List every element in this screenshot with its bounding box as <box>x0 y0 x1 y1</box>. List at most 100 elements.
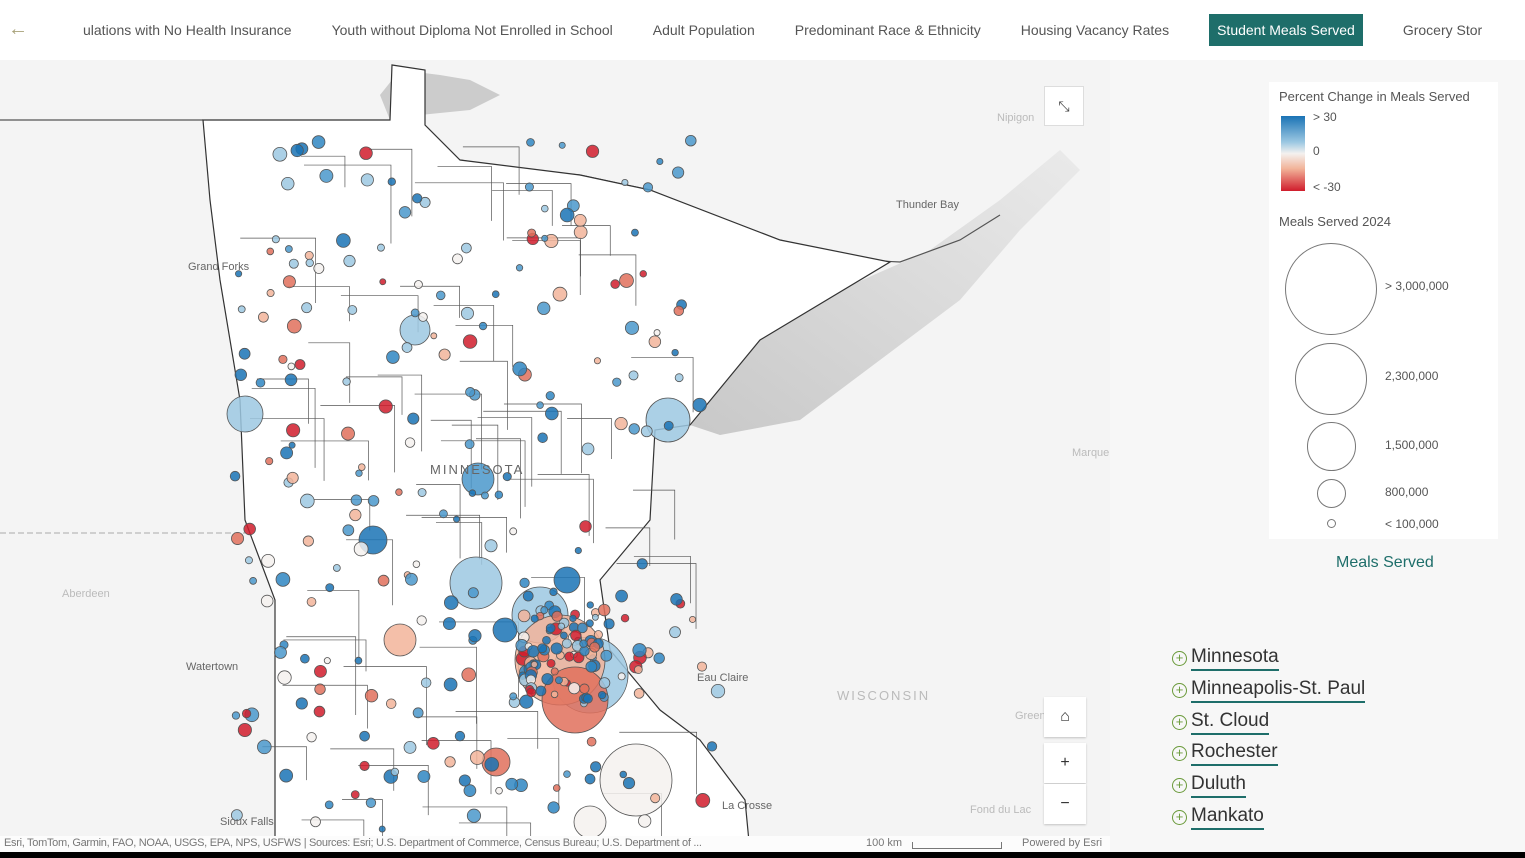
meal-site-marker[interactable] <box>573 805 607 836</box>
meal-site-marker[interactable] <box>624 320 640 335</box>
meal-site-marker[interactable] <box>545 391 555 401</box>
meal-site-marker[interactable] <box>581 442 595 456</box>
meal-site-marker[interactable] <box>231 532 245 545</box>
meal-site-marker[interactable] <box>706 741 718 752</box>
meal-site-marker[interactable] <box>359 760 370 771</box>
meal-site-marker[interactable] <box>468 629 482 643</box>
meal-site-marker[interactable] <box>537 643 548 654</box>
meal-site-marker[interactable] <box>341 426 355 441</box>
meal-site-marker[interactable] <box>517 609 531 623</box>
meal-site-marker[interactable] <box>364 689 379 703</box>
meal-site-marker[interactable] <box>656 157 664 166</box>
meal-site-marker[interactable] <box>443 595 459 610</box>
meal-site-marker[interactable] <box>559 207 575 223</box>
meal-site-marker[interactable] <box>282 275 296 289</box>
meal-site-marker[interactable] <box>697 661 708 672</box>
meal-site-marker[interactable] <box>442 617 456 631</box>
meal-site-marker[interactable] <box>412 193 423 204</box>
meal-site-marker[interactable] <box>573 225 588 240</box>
meal-site-marker[interactable] <box>314 683 326 695</box>
meal-site-marker[interactable] <box>449 556 503 610</box>
meal-site-marker[interactable] <box>585 619 594 628</box>
meal-site-marker[interactable] <box>550 667 559 676</box>
meal-site-marker[interactable] <box>353 541 369 557</box>
meal-site-marker[interactable] <box>355 469 363 477</box>
meal-site-marker[interactable] <box>689 615 697 623</box>
meal-site-marker[interactable] <box>279 768 294 783</box>
meal-site-marker[interactable] <box>452 253 463 265</box>
meal-site-marker[interactable] <box>306 597 317 607</box>
meal-site-marker[interactable] <box>653 652 665 664</box>
powered-by[interactable]: Powered by Esri <box>1022 837 1103 849</box>
meal-site-marker[interactable] <box>614 416 628 431</box>
meal-site-marker[interactable] <box>302 535 314 547</box>
meal-site-marker[interactable] <box>586 601 594 609</box>
meal-site-marker[interactable] <box>585 144 600 158</box>
meal-site-marker[interactable] <box>405 572 418 586</box>
region-st-cloud[interactable]: + St. Cloud <box>1172 710 1270 735</box>
meal-site-marker[interactable] <box>235 270 243 278</box>
meal-site-marker[interactable] <box>336 233 351 248</box>
meal-site-marker[interactable] <box>323 657 331 665</box>
meal-site-marker[interactable] <box>603 618 615 630</box>
meal-site-marker[interactable] <box>385 698 397 709</box>
meal-site-marker[interactable] <box>443 677 458 692</box>
meal-site-marker[interactable] <box>551 610 563 622</box>
meal-site-marker[interactable] <box>536 401 544 409</box>
meal-site-marker[interactable] <box>540 606 549 615</box>
meal-site-marker[interactable] <box>287 362 296 371</box>
meal-site-marker[interactable] <box>692 397 707 413</box>
meal-site-marker[interactable] <box>615 589 628 603</box>
meal-site-marker[interactable] <box>634 665 643 674</box>
meal-site-marker[interactable] <box>669 626 681 639</box>
map-view[interactable]: Grand Forks MINNESOTA Thunder Bay Nipigo… <box>0 60 1110 836</box>
meal-site-marker[interactable] <box>430 332 438 340</box>
meal-site-marker[interactable] <box>561 638 572 649</box>
meal-site-marker[interactable] <box>509 527 518 536</box>
meal-site-marker[interactable] <box>439 509 448 519</box>
meal-site-marker[interactable] <box>509 692 518 701</box>
meal-site-marker[interactable] <box>454 730 466 742</box>
region-rochester[interactable]: + Rochester <box>1172 741 1278 766</box>
arrow-left-icon[interactable]: ← <box>8 18 28 40</box>
meal-site-marker[interactable] <box>492 617 518 643</box>
attribution-text[interactable]: Esri, TomTom, Garmin, FAO, NOAA, USGS, E… <box>4 837 702 849</box>
meal-site-marker[interactable] <box>671 348 679 357</box>
meal-site-marker[interactable] <box>585 660 598 673</box>
meal-site-marker[interactable] <box>300 493 315 509</box>
meal-site-marker[interactable] <box>495 786 503 795</box>
meal-site-marker[interactable] <box>304 251 314 261</box>
meal-site-marker[interactable] <box>349 508 362 522</box>
meal-site-marker[interactable] <box>622 777 636 790</box>
meal-site-marker[interactable] <box>545 406 559 421</box>
meal-site-marker[interactable] <box>324 800 334 810</box>
meal-site-marker[interactable] <box>633 688 645 699</box>
meal-site-marker[interactable] <box>636 558 648 570</box>
meal-site-marker[interactable] <box>558 141 566 149</box>
meal-site-marker[interactable] <box>549 587 558 597</box>
meal-site-marker[interactable] <box>547 801 560 814</box>
meal-site-marker[interactable] <box>237 305 246 314</box>
meal-site-marker[interactable] <box>672 166 685 179</box>
meal-site-marker[interactable] <box>541 673 554 686</box>
meal-site-marker[interactable] <box>260 594 274 608</box>
meal-site-marker[interactable] <box>557 622 565 630</box>
meal-site-marker[interactable] <box>284 373 298 387</box>
meal-site-marker[interactable] <box>288 258 299 269</box>
region-duluth[interactable]: + Duluth <box>1172 773 1246 798</box>
meal-site-marker[interactable] <box>403 741 417 754</box>
meal-site-marker[interactable] <box>436 290 446 301</box>
meal-site-marker[interactable] <box>231 711 241 720</box>
meal-site-marker[interactable] <box>600 649 613 662</box>
meal-site-marker[interactable] <box>359 730 370 742</box>
meal-site-marker[interactable] <box>526 138 535 147</box>
meal-site-marker[interactable] <box>229 470 241 482</box>
meal-site-marker[interactable] <box>546 658 556 668</box>
meal-site-marker[interactable] <box>410 308 420 318</box>
meal-site-marker[interactable] <box>640 425 653 438</box>
meal-site-marker[interactable] <box>515 264 524 272</box>
meal-site-marker[interactable] <box>550 642 563 655</box>
meal-site-marker[interactable] <box>342 524 355 537</box>
meal-site-marker[interactable] <box>526 687 537 698</box>
meal-site-marker[interactable] <box>564 651 575 662</box>
